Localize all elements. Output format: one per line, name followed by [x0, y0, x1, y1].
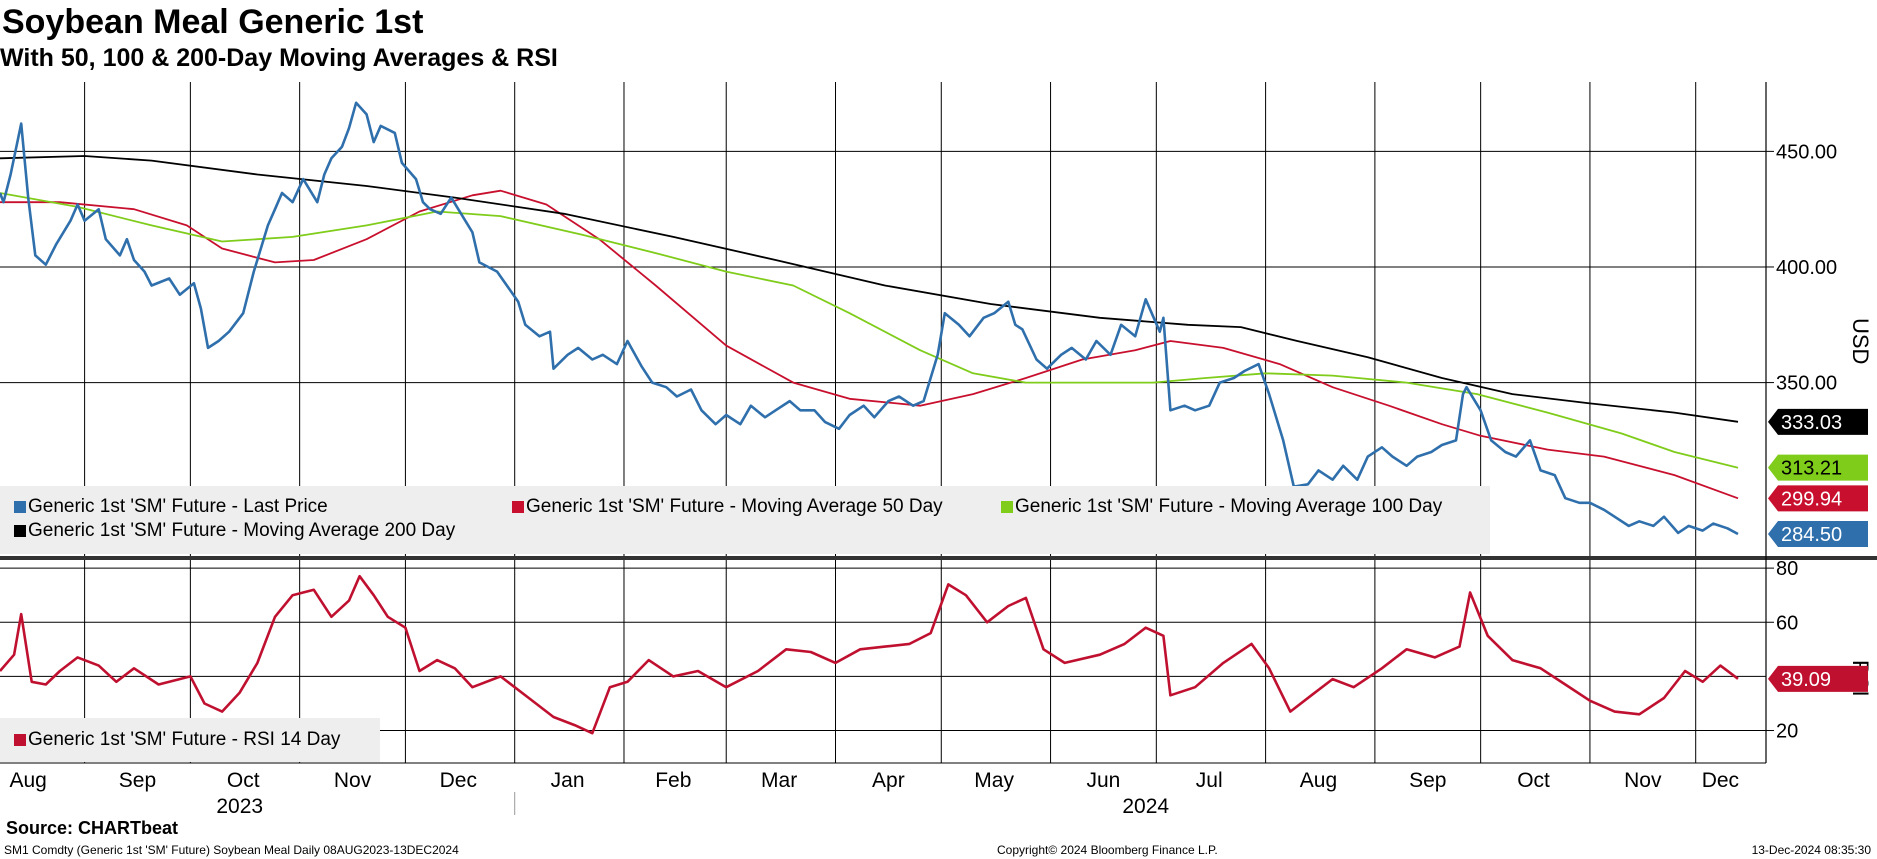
- series-layer: [0, 101, 1739, 735]
- y-tick-label: 80: [1776, 558, 1798, 580]
- legend-item-rsi: Generic 1st 'SM' Future - RSI 14 Day: [14, 728, 340, 752]
- last-value-label-rsi: 39.09: [1781, 669, 1831, 691]
- y-axis-title: USD: [1848, 318, 1873, 364]
- x-tick-label: Jun: [1087, 769, 1121, 792]
- last-value-labels: 333.03 313.21 299.94 284.50 39.09: [1768, 408, 1868, 692]
- legend-item-ma100: Generic 1st 'SM' Future - Moving Average…: [1001, 495, 1442, 519]
- last-value-tag-rsi: [1768, 665, 1868, 692]
- x-tick-label: Oct: [227, 769, 260, 792]
- last-value-tag-ma100: [1768, 454, 1868, 481]
- y-tick-label: 400.00: [1776, 257, 1837, 279]
- y-tick-label: 450.00: [1776, 141, 1837, 163]
- series-line-ma100: [0, 192, 1739, 469]
- series-line-ma200: [0, 155, 1739, 423]
- last-value-tag-ma200: [1768, 408, 1868, 435]
- legend-label-rsi: Generic 1st 'SM' Future - RSI 14 Day: [28, 729, 341, 750]
- x-tick-label: Aug: [1300, 769, 1337, 792]
- legend-label-ma200: Generic 1st 'SM' Future - Moving Average…: [28, 520, 456, 541]
- x-tick-label: Mar: [761, 769, 797, 792]
- legend-label-ma100: Generic 1st 'SM' Future - Moving Average…: [1015, 496, 1443, 517]
- series-info: SM1 Comdty (Generic 1st 'SM' Future) Soy…: [4, 843, 459, 857]
- last-value-label-ma100: 313.21: [1781, 458, 1842, 480]
- x-tick-label: Sep: [119, 769, 156, 792]
- x-tick-label: Nov: [334, 769, 372, 792]
- legend-label-ma50: Generic 1st 'SM' Future - Moving Average…: [526, 496, 943, 517]
- rsi-legend: Generic 1st 'SM' Future - RSI 14 Day: [0, 718, 380, 762]
- last-value-label-ma200: 333.03: [1781, 412, 1842, 434]
- last-value-label-price: 284.50: [1781, 524, 1842, 546]
- x-year-label: 2023: [216, 795, 263, 818]
- series-line-price: [0, 101, 1739, 536]
- x-year-label: 2024: [1122, 795, 1169, 818]
- x-tick-label: Feb: [655, 769, 691, 792]
- legend-label-price: Generic 1st 'SM' Future - Last Price: [28, 496, 328, 517]
- price-legend: Generic 1st 'SM' Future - Last Price Gen…: [0, 486, 1490, 554]
- legend-item-ma50: Generic 1st 'SM' Future - Moving Average…: [512, 495, 943, 519]
- last-value-tag-ma50: [1768, 485, 1868, 512]
- grid-layer: [0, 82, 1766, 763]
- series-line-rsi: [0, 574, 1739, 735]
- x-tick-label: Aug: [10, 769, 47, 792]
- source-label: Source: CHARTbeat: [6, 818, 179, 838]
- legend-item-ma200: Generic 1st 'SM' Future - Moving Average…: [14, 519, 455, 543]
- y-tick-label: 60: [1776, 612, 1798, 634]
- x-tick-label: Oct: [1517, 769, 1550, 792]
- chart-title: Soybean Meal Generic 1st: [2, 3, 424, 41]
- chart-subtitle: With 50, 100 & 200-Day Moving Averages &…: [0, 44, 558, 72]
- legend-swatch-ma100: [1001, 501, 1013, 513]
- x-tick-label: Dec: [1702, 769, 1739, 792]
- y-tick-label: 350.00: [1776, 373, 1837, 395]
- axis-layer: 350.00400.00450.00USD206080RSIAugSepOctN…: [0, 82, 1877, 818]
- x-tick-label: Nov: [1624, 769, 1662, 792]
- legend-swatch-price: [14, 501, 26, 513]
- x-tick-label: Jul: [1196, 769, 1223, 792]
- legend-swatch-rsi: [14, 734, 26, 746]
- legend-swatch-ma50: [512, 501, 524, 513]
- x-tick-label: Apr: [872, 769, 905, 792]
- timestamp: 13-Dec-2024 08:35:30: [1751, 843, 1871, 857]
- x-tick-label: Jan: [551, 769, 585, 792]
- x-tick-label: Sep: [1409, 769, 1446, 792]
- legend-swatch-ma200: [14, 525, 26, 537]
- y-tick-label: 20: [1776, 721, 1798, 743]
- copyright: Copyright© 2024 Bloomberg Finance L.P.: [997, 843, 1218, 857]
- series-line-ma50: [0, 189, 1739, 500]
- x-tick-label: Dec: [440, 769, 477, 792]
- legend-item-price: Generic 1st 'SM' Future - Last Price: [14, 495, 328, 519]
- x-tick-label: May: [974, 769, 1014, 792]
- last-value-label-ma50: 299.94: [1781, 488, 1842, 510]
- last-value-tag-price: [1768, 521, 1868, 548]
